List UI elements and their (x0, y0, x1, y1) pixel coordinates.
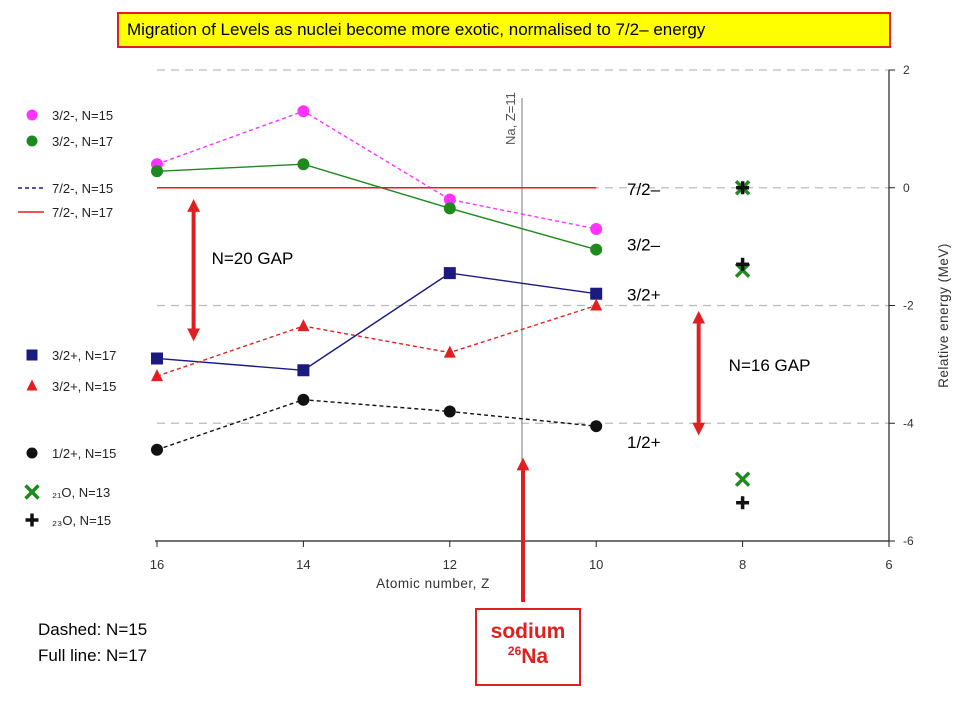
dashed-note: Dashed: N=15 (38, 620, 148, 639)
x-tick-label: 16 (150, 557, 164, 572)
data-point-3-2-n-17 (297, 364, 310, 377)
data-point-3-2-n-15 (297, 319, 310, 332)
legend-mark (24, 484, 40, 500)
y-tick-label: 0 (903, 181, 910, 195)
y-tick-label: -6 (903, 534, 914, 548)
data-point-3-2-n-17 (443, 267, 456, 280)
series-line-3-2-n-15 (156, 304, 597, 377)
y-tick-label: -4 (903, 416, 914, 430)
legend-label: 3/2+, N=17 (52, 348, 116, 363)
data-point-3-2-n-15 (443, 193, 456, 206)
x-tick-label: 10 (589, 557, 603, 572)
sodium-label: sodium (490, 620, 566, 643)
y-axis-label: Relative energy (MeV) (936, 243, 951, 388)
legend-label: 3/2-, N=17 (52, 134, 113, 149)
data-point-21o-n-13-b (734, 471, 751, 487)
data-point-23o-n-15 (736, 181, 750, 195)
series-line-1-2-n-15 (156, 398, 597, 451)
gap-label: N=16 GAP (729, 356, 811, 375)
gap-label: N=20 GAP (212, 249, 294, 268)
data-point-3-2-n-17 (151, 165, 163, 178)
data-point-3-2-n-17 (590, 287, 603, 300)
data-point-3-2-n-15 (151, 369, 163, 382)
chart-title: Migration of Levels as nuclei become mor… (117, 12, 891, 48)
data-point-1-2-n-15 (590, 420, 603, 433)
sodium-isotope: 26Na (477, 644, 579, 669)
legend-label: ₂₃O, N=15 (52, 513, 111, 528)
legend-label: 7/2-, N=15 (52, 181, 113, 196)
level-label: 3/2– (627, 236, 661, 255)
level-label: 7/2– (627, 180, 661, 199)
legend-mark (26, 135, 38, 147)
legend-mark (26, 349, 38, 361)
x-tick-label: 14 (296, 557, 310, 572)
data-point-3-2-n-17 (443, 202, 456, 215)
x-tick-label: 12 (443, 557, 457, 572)
data-point-23o-n-15 (736, 257, 750, 271)
x-axis-label: Atomic number, Z (376, 576, 490, 591)
legend-label: 1/2+, N=15 (52, 446, 116, 461)
legend-mark (25, 513, 39, 527)
legend-mark (26, 379, 38, 391)
data-point-23o-n-15 (736, 496, 750, 510)
data-point-3-2-n-15 (443, 345, 456, 358)
level-label: 1/2+ (627, 433, 661, 452)
legend-mark (26, 109, 38, 121)
y-tick-label: 2 (903, 63, 910, 77)
data-point-3-2-n-17 (590, 243, 603, 256)
legend-label: 3/2+, N=15 (52, 379, 116, 394)
sodium-callout: sodium 26Na (475, 608, 581, 686)
series-line-3-2-n-17 (156, 163, 597, 251)
data-point-3-2-n-17 (151, 352, 163, 365)
legend-mark (26, 447, 38, 459)
legend-label: 7/2-, N=17 (52, 205, 113, 220)
data-point-1-2-n-15 (443, 405, 456, 418)
sodium-mass-number: 26 (507, 644, 522, 658)
series-line-3-2-n-17 (156, 272, 597, 371)
series-line-3-2-n-15 (156, 110, 597, 230)
x-tick-label: 6 (885, 557, 892, 572)
data-point-3-2-n-15 (297, 105, 310, 118)
data-point-21o-n-13 (734, 471, 751, 487)
x-tick-label: 8 (739, 557, 746, 572)
data-point-1-2-n-15 (297, 393, 310, 406)
legend-label: 3/2-, N=15 (52, 108, 113, 123)
data-point-3-2-n-15 (590, 222, 603, 235)
data-point-3-2-n-15 (590, 298, 603, 311)
sodium-symbol: Na (521, 645, 549, 668)
level-label: 3/2+ (627, 286, 661, 305)
na-marker-label: Na, Z=11 (503, 92, 518, 145)
legend-label: ₂₁O, N=13 (52, 485, 110, 500)
legend-mark-b (24, 484, 40, 500)
full-line-note: Full line: N=17 (38, 646, 148, 665)
data-point-3-2-n-17 (297, 158, 310, 171)
data-point-1-2-n-15 (151, 443, 163, 456)
y-tick-label: -2 (903, 299, 914, 313)
